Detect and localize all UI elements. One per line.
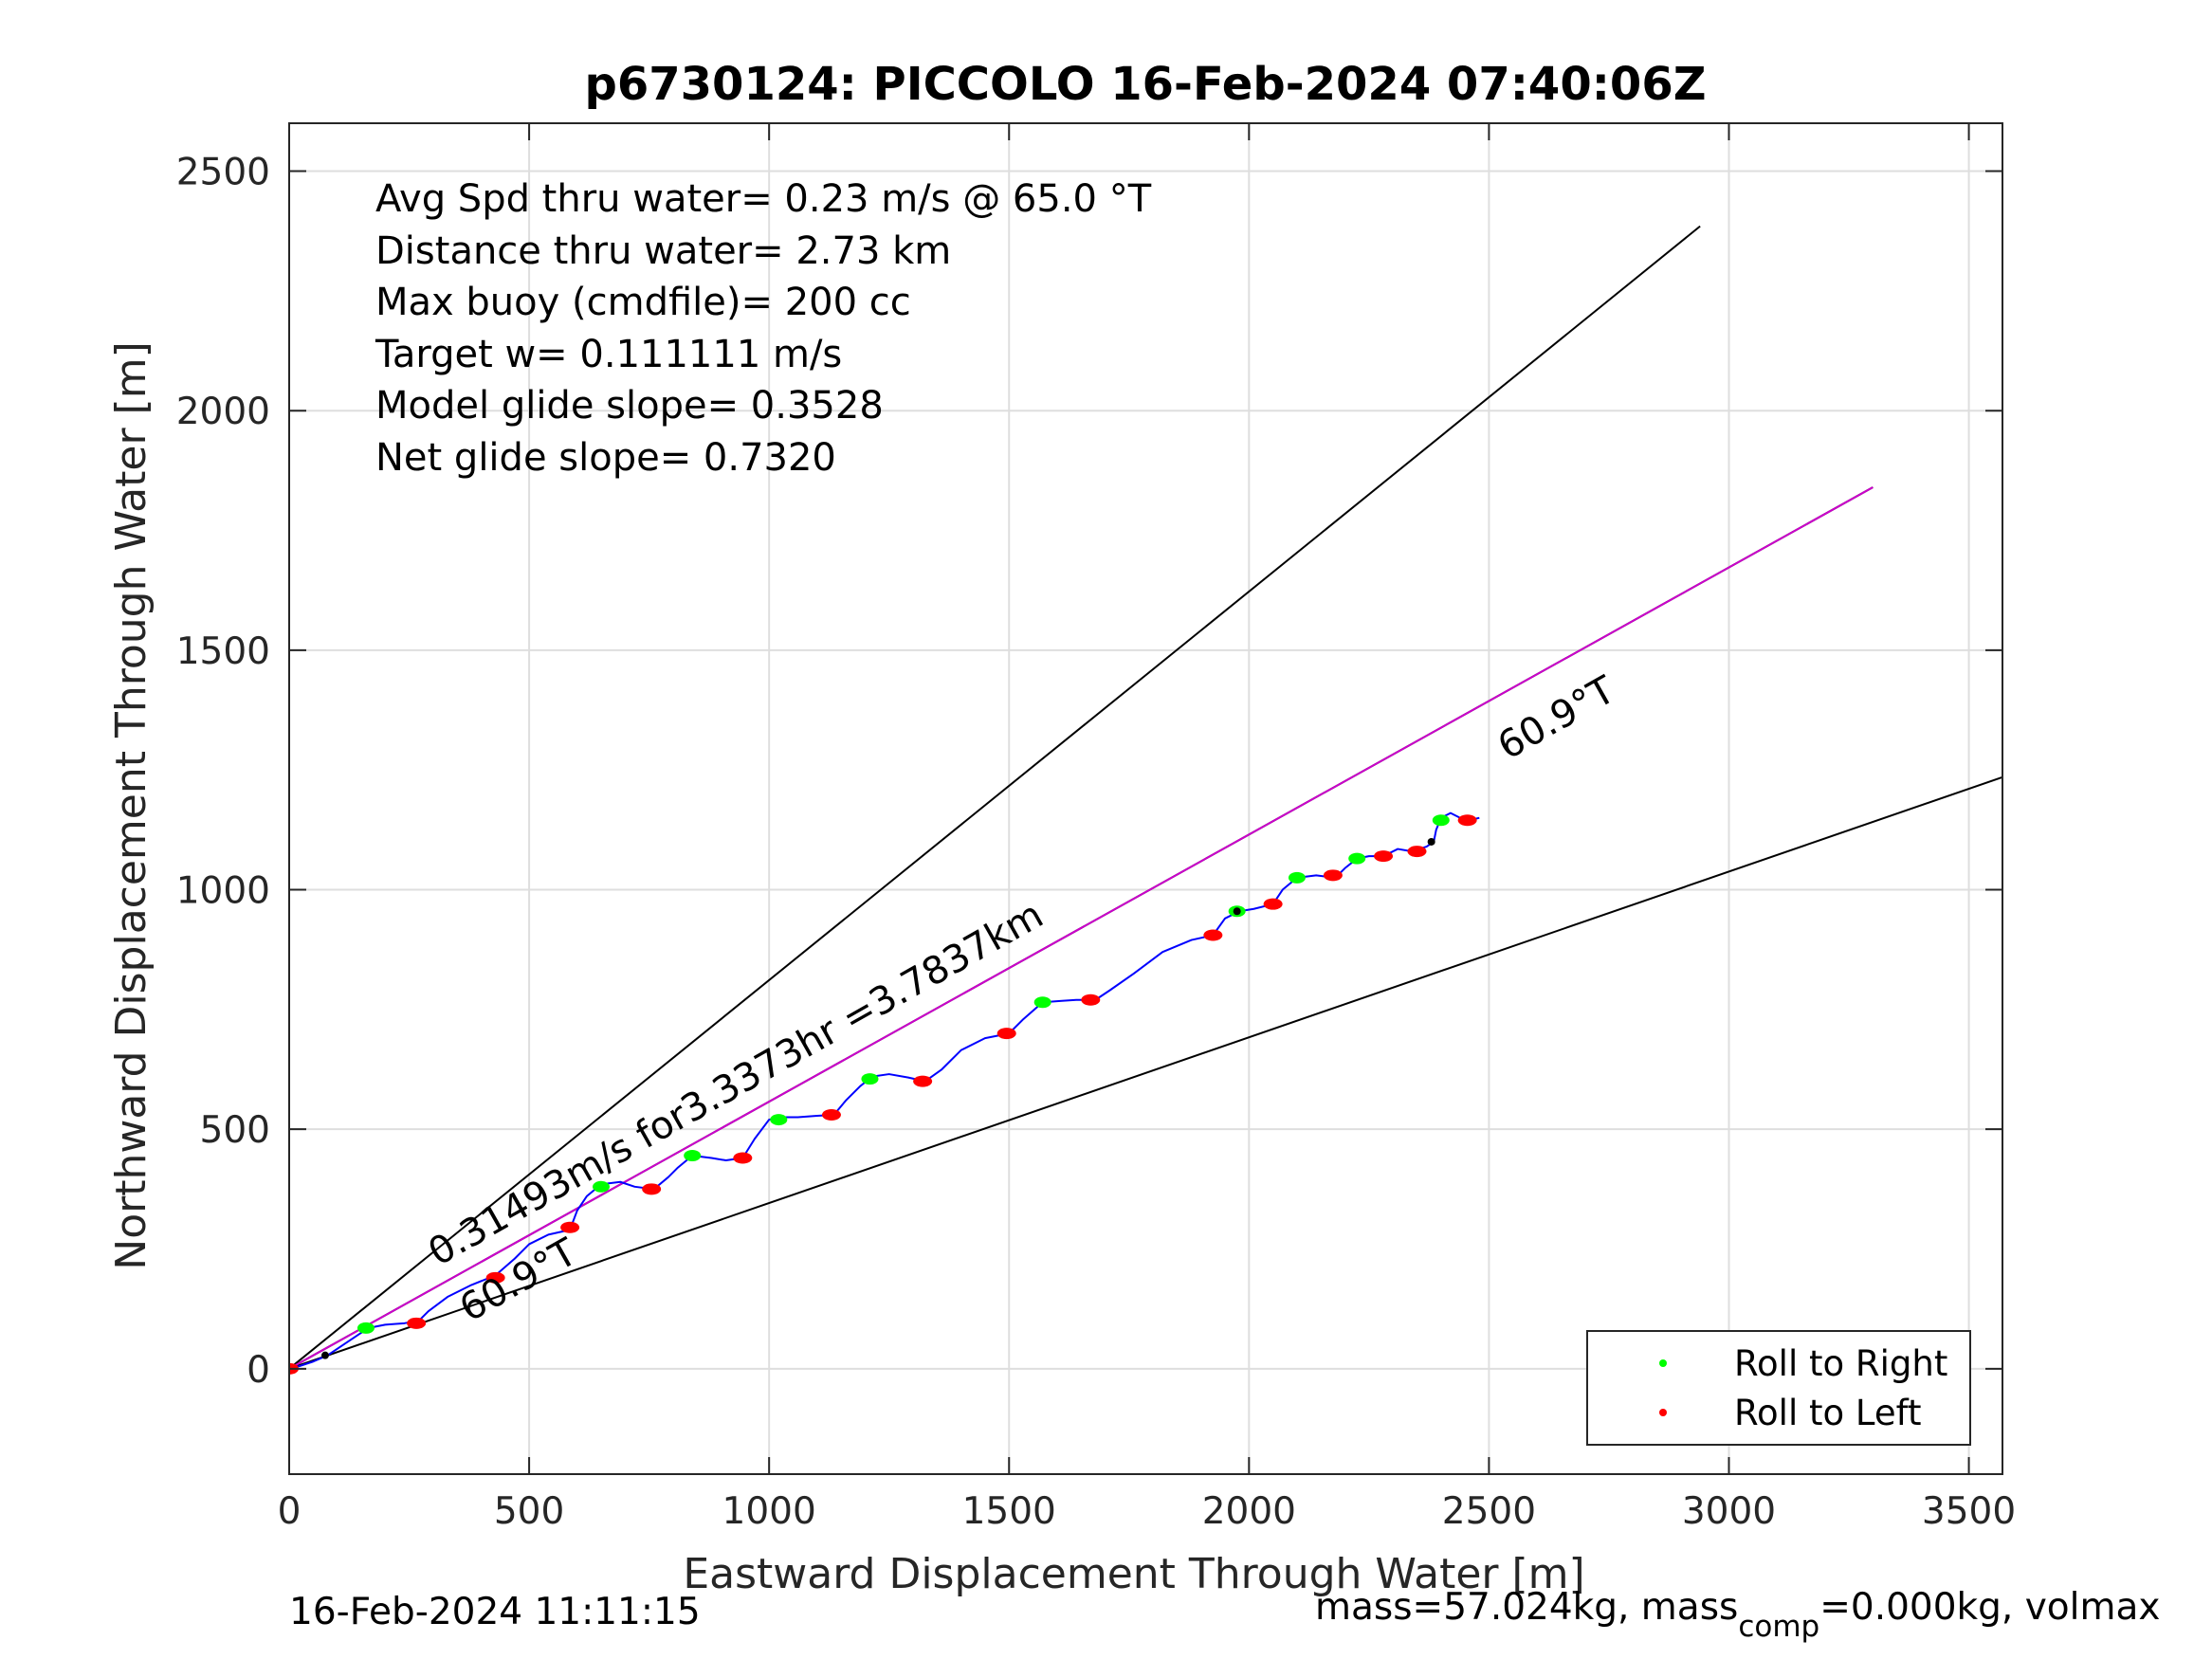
reference-line-3 bbox=[289, 486, 1874, 1370]
footer-mass: mass=57.024kg, masscomp=0.000kg, volmax bbox=[1315, 1586, 2160, 1644]
reference-lines bbox=[289, 225, 2002, 1370]
reference-line-0 bbox=[289, 225, 1701, 1370]
x-tick-label: 1000 bbox=[722, 1490, 816, 1533]
roll-right-marker bbox=[1288, 871, 1306, 884]
roll-right-marker bbox=[684, 1149, 702, 1161]
roll-right-marker bbox=[1348, 852, 1366, 865]
neutral-marker bbox=[320, 1351, 329, 1359]
y-tick-label: 1500 bbox=[176, 630, 270, 673]
reference-line-2 bbox=[289, 775, 2002, 1370]
x-axis-label: Eastward Displacement Through Water [m] bbox=[683, 1550, 1584, 1598]
legend: Roll to Right Roll to Left bbox=[1586, 1330, 1971, 1446]
info-max-buoy: Max buoy (cmdfile)= 200 cc bbox=[375, 281, 911, 324]
info-model-glide: Model glide slope= 0.3528 bbox=[375, 384, 884, 428]
footer-mass-sub: comp bbox=[1738, 1610, 1819, 1644]
roll-left-marker bbox=[485, 1271, 505, 1284]
plot-frame bbox=[288, 122, 2003, 1475]
legend-roll-right-label: Roll to Right bbox=[1734, 1343, 1947, 1384]
y-tick-label: 500 bbox=[200, 1109, 270, 1152]
x-tick-label: 2500 bbox=[1442, 1490, 1536, 1533]
info-target-w: Target w= 0.111111 m/s bbox=[375, 333, 842, 376]
footer-mass-prefix: mass=57.024kg, mass bbox=[1315, 1586, 1738, 1629]
info-net-glide: Net glide slope= 0.7320 bbox=[375, 436, 836, 480]
roll-left-marker bbox=[642, 1183, 662, 1195]
y-axis-label: Northward Displacement Through Water [m] bbox=[107, 341, 155, 1269]
grid bbox=[288, 123, 2002, 1474]
x-tick-label: 1500 bbox=[962, 1490, 1056, 1533]
roll-left-marker bbox=[1457, 814, 1477, 827]
roll-right-marker bbox=[356, 1322, 375, 1334]
legend-roll-left-marker bbox=[1659, 1409, 1667, 1416]
legend-roll-right-marker bbox=[1659, 1359, 1667, 1367]
footer-date: 16-Feb-2024 11:11:15 bbox=[289, 1591, 701, 1633]
axis-ticks: 0 500 1000 1500 2000 2500 3000 3500 0 500 1000 1500… bbox=[176, 123, 2016, 1533]
roll-right-marker bbox=[861, 1073, 879, 1085]
x-tick-label: 3500 bbox=[1922, 1490, 2016, 1533]
roll-right-marker bbox=[1432, 814, 1450, 827]
plot-area bbox=[289, 123, 2002, 1474]
neutral-marker bbox=[1233, 907, 1241, 916]
roll-left-marker bbox=[1407, 846, 1427, 858]
roll-left-marker bbox=[1203, 929, 1223, 941]
roll-left-marker bbox=[913, 1075, 933, 1087]
track-line bbox=[289, 811, 1480, 1370]
x-tick-label: 0 bbox=[278, 1490, 302, 1533]
chart-title: p6730124: PICCOLO 16-Feb-2024 07:40:06Z bbox=[584, 58, 1706, 111]
x-tick-label: 3000 bbox=[1682, 1490, 1776, 1533]
y-tick-label: 1000 bbox=[176, 870, 270, 913]
y-tick-label: 0 bbox=[247, 1349, 270, 1392]
roll-right-marker bbox=[1033, 996, 1051, 1009]
track-series bbox=[289, 811, 1480, 1370]
roll-left-marker bbox=[996, 1028, 1016, 1040]
roll-right-marker bbox=[593, 1180, 611, 1193]
footer-mass-suffix: =0.000kg, volmax bbox=[1819, 1586, 2160, 1629]
info-distance: Distance thru water= 2.73 km bbox=[375, 229, 951, 273]
y-tick-label: 2500 bbox=[176, 152, 270, 194]
roll-left-marker bbox=[560, 1221, 580, 1233]
roll-left-marker bbox=[1374, 850, 1394, 863]
roll-right-marker bbox=[770, 1114, 788, 1126]
info-text-block: Avg Spd thru water= 0.23 m/s @ 65.0 °T D… bbox=[375, 177, 1152, 480]
roll-left-marker bbox=[1081, 994, 1101, 1006]
roll-left-marker bbox=[1323, 869, 1343, 882]
roll-left-marker bbox=[821, 1109, 841, 1121]
info-avg-speed: Avg Spd thru water= 0.23 m/s @ 65.0 °T bbox=[375, 177, 1152, 221]
x-tick-label: 2000 bbox=[1202, 1490, 1296, 1533]
roll-left-marker bbox=[407, 1317, 427, 1329]
roll-left-marker bbox=[733, 1152, 753, 1164]
y-tick-label: 2000 bbox=[176, 391, 270, 433]
roll-left-marker bbox=[1263, 898, 1283, 910]
x-tick-label: 500 bbox=[494, 1490, 564, 1533]
legend-roll-left-label: Roll to Left bbox=[1734, 1393, 1922, 1433]
legend-box bbox=[1586, 1330, 1971, 1446]
neutral-marker bbox=[1427, 837, 1435, 846]
